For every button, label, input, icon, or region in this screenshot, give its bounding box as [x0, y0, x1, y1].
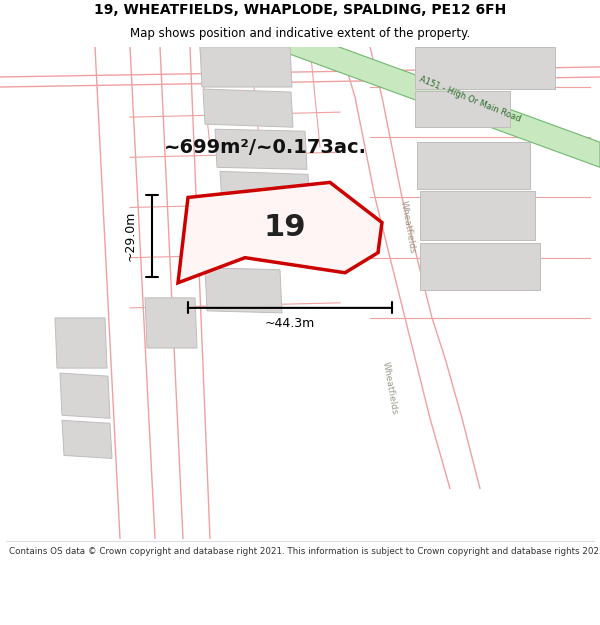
Text: A151 - High Or Main Road: A151 - High Or Main Road	[418, 74, 522, 124]
Text: Wheatfields: Wheatfields	[381, 361, 399, 416]
Polygon shape	[420, 242, 540, 290]
Polygon shape	[178, 182, 382, 282]
Polygon shape	[60, 373, 110, 418]
Polygon shape	[55, 318, 107, 368]
Polygon shape	[203, 89, 293, 127]
Polygon shape	[415, 47, 555, 89]
Polygon shape	[270, 22, 600, 168]
Polygon shape	[420, 191, 535, 239]
Text: ~44.3m: ~44.3m	[265, 318, 315, 331]
Text: 19: 19	[263, 213, 307, 242]
Polygon shape	[417, 142, 530, 189]
Polygon shape	[215, 129, 307, 169]
Text: ~699m²/~0.173ac.: ~699m²/~0.173ac.	[163, 138, 367, 157]
Polygon shape	[145, 298, 197, 348]
Text: ~29.0m: ~29.0m	[124, 211, 137, 261]
Polygon shape	[205, 268, 282, 313]
Polygon shape	[220, 171, 310, 208]
Polygon shape	[415, 91, 510, 127]
Text: Map shows position and indicative extent of the property.: Map shows position and indicative extent…	[130, 28, 470, 40]
Polygon shape	[62, 420, 112, 459]
Text: Contains OS data © Crown copyright and database right 2021. This information is : Contains OS data © Crown copyright and d…	[9, 548, 600, 556]
Polygon shape	[200, 47, 292, 87]
Text: 19, WHEATFIELDS, WHAPLODE, SPALDING, PE12 6FH: 19, WHEATFIELDS, WHAPLODE, SPALDING, PE1…	[94, 3, 506, 18]
Text: Wheatfields: Wheatfields	[399, 200, 417, 255]
